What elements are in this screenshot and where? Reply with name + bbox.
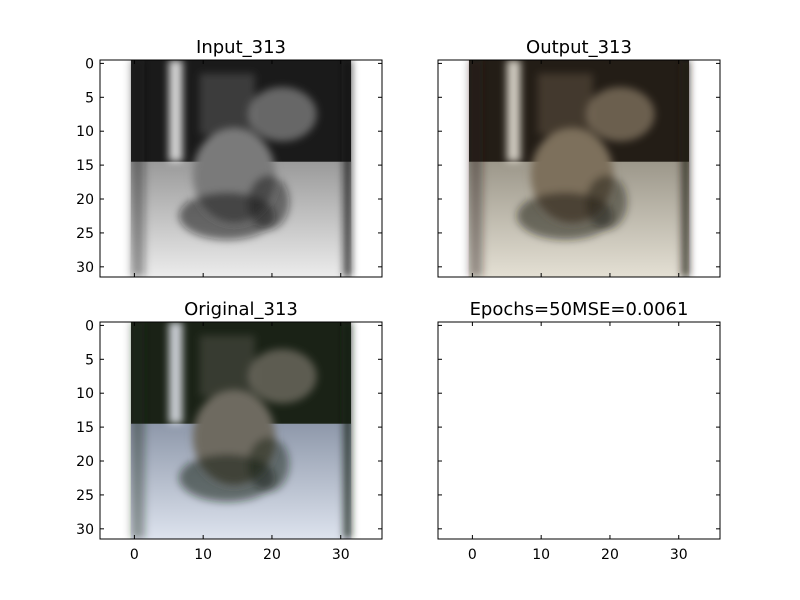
x-tick-label: 20 xyxy=(601,547,619,563)
y-tick-label: 10 xyxy=(76,386,94,402)
y-tick-label: 20 xyxy=(76,454,94,470)
x-tick-label: 0 xyxy=(468,547,477,563)
image-1 xyxy=(130,60,352,277)
axes-frame xyxy=(437,59,721,278)
y-tick-label: 5 xyxy=(85,90,94,106)
y-tick-label: 20 xyxy=(76,192,94,208)
axes-frame xyxy=(99,321,383,540)
x-tick-label: 10 xyxy=(194,547,212,563)
subplot-3: Original_313 0 5 10 15 20 25 30 0 10 20 30 xyxy=(76,299,383,563)
y-tick-label: 30 xyxy=(76,260,94,276)
axes-frame xyxy=(437,321,721,540)
image-3 xyxy=(130,322,352,539)
x-tick-label: 0 xyxy=(130,547,139,563)
subplot-title: Output_313 xyxy=(526,37,632,58)
image-2 xyxy=(468,60,690,277)
y-tick-label: 0 xyxy=(85,56,94,72)
subplot-2: Output_313 xyxy=(437,37,721,278)
x-tick-label: 30 xyxy=(332,547,350,563)
y-tick-label: 5 xyxy=(85,352,94,368)
y-tick-label: 15 xyxy=(76,420,94,436)
y-tick-label: 15 xyxy=(76,158,94,174)
y-tick-label: 25 xyxy=(76,488,94,504)
y-tick-label: 30 xyxy=(76,522,94,538)
subplot-title: Epochs=50MSE=0.0061 xyxy=(470,299,689,320)
y-tick-label: 10 xyxy=(76,124,94,140)
subplot-title: Original_313 xyxy=(184,299,298,320)
y-tick-label: 0 xyxy=(85,318,94,334)
x-tick-label: 20 xyxy=(263,547,281,563)
x-tick-label: 10 xyxy=(532,547,550,563)
subplot-1: Input_313 0 5 10 15 20 25 30 xyxy=(76,37,383,278)
subplot-title: Input_313 xyxy=(196,37,286,58)
subplot-4: Epochs=50MSE=0.0061 0 10 20 30 xyxy=(437,299,721,563)
x-tick-label: 30 xyxy=(670,547,688,563)
y-tick-label: 25 xyxy=(76,226,94,242)
axes-frame xyxy=(99,59,383,278)
